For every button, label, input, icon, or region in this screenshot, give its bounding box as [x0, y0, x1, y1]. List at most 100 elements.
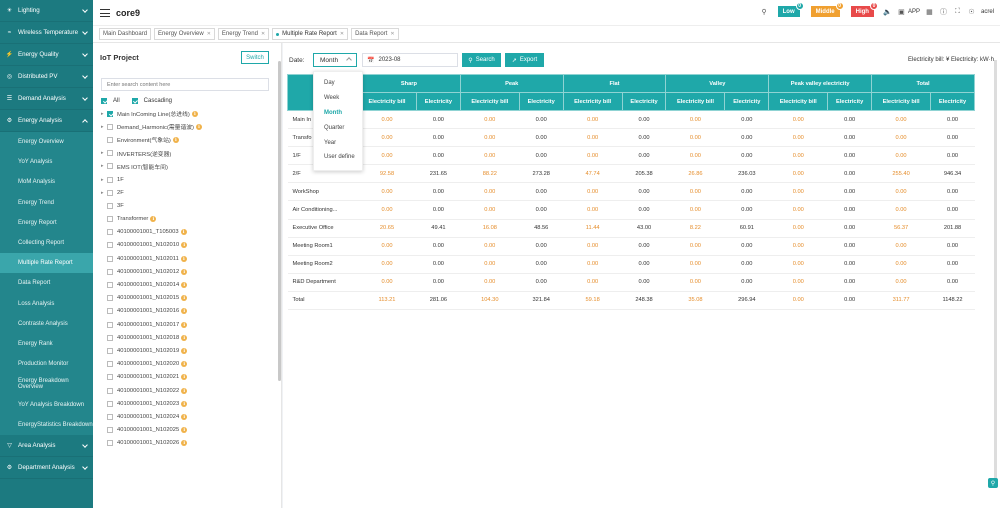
cascading-checkbox[interactable] — [131, 98, 138, 104]
date-picker[interactable]: 📅 2023-08 — [362, 53, 458, 67]
table-row[interactable]: 1/F 0.00 0.00 0.00 0.00 0.00 0.00 0.00 0.00 0.00 0… — [287, 146, 975, 166]
caret-right-icon[interactable]: ▸ — [101, 176, 104, 183]
sidebar-item-lighting[interactable]: ☀ Lighting — [0, 0, 93, 22]
sidebar-subitem[interactable]: Production Monitor — [0, 354, 93, 375]
assistant-icon[interactable]: ⚲ — [988, 478, 998, 488]
tree-node[interactable]: ▸ Demand_Harmonic(需量谐波) ℹ — [101, 120, 273, 133]
caret-right-icon[interactable]: ▸ — [101, 110, 104, 117]
tree-node[interactable]: 40100001001_N102018 ℹ — [101, 331, 273, 344]
period-option[interactable]: User define — [324, 154, 355, 161]
sidebar-subitem[interactable]: Energy Report — [0, 212, 93, 233]
tree-node-checkbox[interactable] — [107, 150, 113, 157]
tree-node-checkbox[interactable] — [107, 255, 113, 262]
period-option[interactable]: Quarter — [324, 124, 345, 131]
tree-node[interactable]: 40100001001_N102019 ℹ — [101, 344, 273, 357]
tree-node[interactable]: 40100001001_N102025 ℹ — [101, 424, 273, 437]
table-row[interactable]: Meeting Room1 0.00 0.00 0.00 0.00 0.00 0.00 0.0… — [287, 237, 975, 256]
alarm-level-middle[interactable]: Middle 0 — [810, 2, 844, 17]
period-option[interactable]: Day — [324, 80, 335, 87]
tree-node[interactable]: 40100001001_N102021 ℹ — [101, 371, 273, 384]
tree-node[interactable]: 40100001001_N102014 ℹ — [101, 278, 273, 291]
tree-node[interactable]: 40100001001_N102015 ℹ — [101, 292, 273, 305]
tree-node[interactable]: 40100001001_N102024 ℹ — [101, 410, 273, 423]
tab-energy-trend[interactable]: Energy Trend ✕ — [217, 28, 270, 40]
tree-node[interactable]: ▸ 2F — [101, 186, 273, 199]
tab-data-report[interactable]: Data Report ✕ — [351, 28, 399, 40]
tree-node-checkbox[interactable] — [107, 295, 113, 302]
period-option[interactable]: Week — [324, 95, 340, 102]
sidebar-subitem[interactable]: Energy Overview — [0, 132, 93, 153]
close-icon[interactable]: ✕ — [206, 31, 211, 37]
sidebar-subitem[interactable]: Contraste Analysis — [0, 313, 93, 334]
search-button[interactable]: ⚲ Search — [462, 53, 501, 67]
app-link[interactable]: ▣ APP — [897, 7, 920, 16]
tree-node[interactable]: 40100001001_N102017 ℹ — [101, 318, 273, 331]
period-option[interactable]: Month — [324, 109, 342, 116]
sidebar-subitem[interactable]: Energy Rank — [0, 333, 93, 355]
tree-node-checkbox[interactable] — [107, 374, 113, 381]
sidebar-subitem[interactable]: Data Report — [0, 273, 93, 294]
user-name[interactable]: acrel — [980, 8, 994, 15]
tree-scrollbar[interactable] — [278, 61, 281, 381]
tree-node-checkbox[interactable] — [107, 189, 113, 196]
tree-node-checkbox[interactable] — [107, 176, 113, 183]
tree-node[interactable]: 40100001001_N102016 ℹ — [101, 305, 273, 318]
tree-node-checkbox[interactable] — [107, 136, 113, 143]
page-scrollbar[interactable] — [994, 60, 997, 480]
tree-node[interactable]: 40100001001_N102026 ℹ — [101, 437, 273, 450]
alarm-level-high[interactable]: High 0 — [850, 2, 878, 17]
tree-node-checkbox[interactable] — [107, 242, 113, 249]
fullscreen-icon[interactable]: ⛶ — [955, 7, 960, 15]
close-icon[interactable]: ✕ — [339, 31, 345, 37]
tree-node[interactable]: ▸ Main InComing Line(总进线) ℹ — [101, 107, 273, 120]
sidebar-subitem[interactable]: EnergyStatistics Breakdown — [0, 414, 93, 435]
grid-icon[interactable]: ▦ — [926, 8, 933, 16]
close-icon[interactable]: ✕ — [260, 31, 266, 37]
switch-button[interactable]: Switch — [241, 51, 269, 64]
tree-node-checkbox[interactable] — [107, 308, 113, 315]
sidebar-subitem[interactable]: Loss Analysis — [0, 293, 93, 314]
shirt-icon[interactable]: ☉ — [968, 8, 975, 16]
tree-node-checkbox[interactable] — [107, 268, 113, 275]
tree-node-checkbox[interactable] — [107, 413, 113, 420]
table-row[interactable]: Air Conditioning... 0.00 0.00 0.00 0.00 0.00 0… — [287, 200, 975, 220]
sidebar-subitem[interactable]: Collecting Report — [0, 232, 93, 254]
table-row[interactable]: Transfo 0.00 0.00 0.00 0.00 0.00 0.00 0.00 0.00 0… — [287, 128, 975, 148]
table-row[interactable]: Main In 0.00 0.00 0.00 0.00 0.00 0.00 0.00 0.00 0… — [287, 110, 975, 130]
tree-node-checkbox[interactable] — [107, 347, 113, 354]
tree-node-checkbox[interactable] — [107, 387, 113, 394]
sidebar-subitem[interactable]: Multiple Rate Report — [0, 253, 93, 274]
tree-node[interactable]: ▸ 1F — [101, 173, 273, 186]
sidebar-item-wireless-temperature[interactable]: ≈ Wireless Temperature — [0, 22, 93, 44]
tree-node[interactable]: Transformer ℹ — [101, 213, 273, 226]
tree-node[interactable]: ▸ INVERTERS(逆变器) — [101, 147, 273, 160]
tree-node[interactable]: 40100001001_N102012 ℹ — [101, 265, 273, 278]
alarm-level-low[interactable]: Low 0 — [777, 2, 804, 17]
period-select[interactable]: Month — [313, 53, 357, 67]
tree-node-checkbox[interactable] — [107, 440, 113, 447]
table-row[interactable]: 2/F 92.58 231.65 88.22 273.28 47.74 205.38 26.8… — [287, 164, 975, 184]
tree-node[interactable]: 40100001001_N102022 ℹ — [101, 384, 273, 397]
table-row[interactable]: Executive Office 20.65 49.41 16.08 48.56 11.4… — [287, 219, 975, 238]
sidebar-subitem[interactable]: MoM Analysis — [0, 172, 93, 193]
tree-node-checkbox[interactable] — [107, 229, 113, 236]
tree-node-checkbox[interactable] — [107, 216, 113, 223]
help-icon[interactable]: ⓘ — [939, 8, 947, 16]
tree-node-checkbox[interactable] — [107, 163, 113, 170]
menu-toggle-icon[interactable] — [100, 8, 110, 17]
table-row[interactable]: Meeting Room2 0.00 0.00 0.00 0.00 0.00 0.00 0.0… — [287, 255, 975, 274]
tab-main-dashboard[interactable]: Main Dashboard — [99, 28, 152, 40]
table-row[interactable]: Total 113.21 281.06 104.30 321.84 59.18 248.38… — [287, 291, 975, 311]
table-row[interactable]: WorkShop 0.00 0.00 0.00 0.00 0.00 0.00 0.00 0.00… — [287, 182, 975, 202]
sidebar-item-department-analysis[interactable]: ⚙ Department Analysis — [0, 457, 93, 479]
caret-right-icon[interactable]: ▸ — [101, 189, 104, 196]
sidebar-item-energy-quality[interactable]: ⚡ Energy Quality — [0, 44, 93, 66]
caret-right-icon[interactable]: ▸ — [101, 123, 104, 130]
export-button[interactable]: ➚ Export — [505, 53, 544, 67]
tree-node-checkbox[interactable] — [107, 202, 113, 209]
close-icon[interactable]: ✕ — [390, 31, 395, 37]
tree-node-checkbox[interactable] — [107, 282, 113, 289]
tree-node-checkbox[interactable] — [107, 110, 113, 117]
period-option[interactable]: Year — [324, 139, 337, 146]
tree-node-checkbox[interactable] — [107, 334, 113, 341]
